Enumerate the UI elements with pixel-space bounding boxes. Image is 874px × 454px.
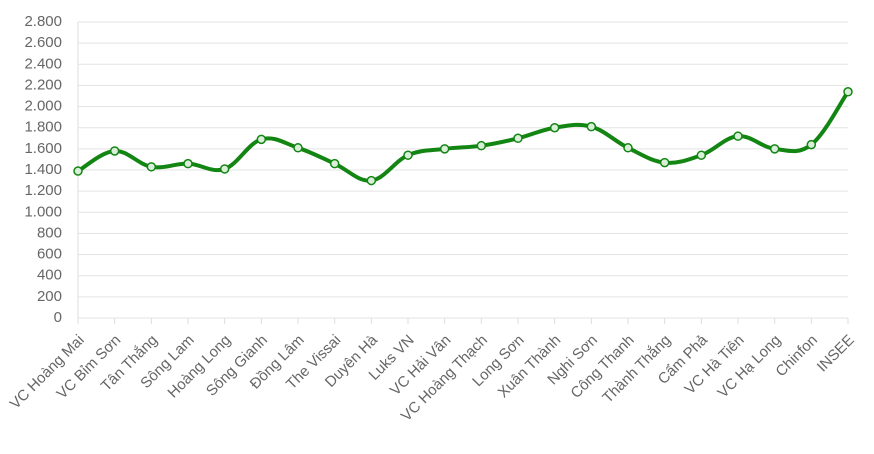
y-tick-label: 2.800 — [24, 13, 62, 30]
point — [439, 144, 450, 154]
point — [366, 175, 377, 186]
x-tick-label: Chinfon — [772, 332, 821, 381]
point — [109, 146, 120, 156]
point — [329, 158, 340, 169]
y-tick-label: 1.000 — [24, 203, 62, 220]
point — [806, 139, 817, 150]
y-tick-label: 2.200 — [24, 76, 62, 93]
point — [586, 121, 597, 132]
y-tick-label: 600 — [37, 246, 62, 263]
y-tick-label: 200 — [37, 288, 62, 305]
point — [219, 164, 230, 174]
y-tick-label: 2.600 — [24, 34, 62, 51]
point — [183, 158, 193, 169]
y-tick-label: 1.400 — [24, 161, 62, 178]
y-tick-label: 2.000 — [24, 98, 62, 115]
point — [733, 131, 743, 141]
y-tick-label: 1.600 — [24, 140, 62, 157]
point — [476, 140, 487, 151]
point — [73, 166, 83, 176]
y-tick-label: 1.200 — [24, 182, 62, 199]
y-tick-label: 2.400 — [24, 55, 62, 72]
x-tick-label: INSEE — [814, 332, 858, 376]
point — [403, 150, 413, 160]
y-tick-label: 400 — [37, 267, 62, 284]
point — [513, 133, 523, 144]
line — [76, 90, 850, 183]
point — [293, 143, 303, 153]
point — [843, 87, 853, 97]
point — [623, 143, 633, 153]
point — [659, 157, 670, 168]
point — [696, 150, 707, 160]
point — [549, 122, 560, 133]
point — [769, 144, 780, 154]
y-tick-label: 800 — [37, 224, 62, 241]
point — [256, 134, 267, 145]
y-tick-label: 0 — [54, 309, 62, 326]
y-tick-label: 1.800 — [24, 119, 62, 136]
point — [146, 162, 157, 172]
